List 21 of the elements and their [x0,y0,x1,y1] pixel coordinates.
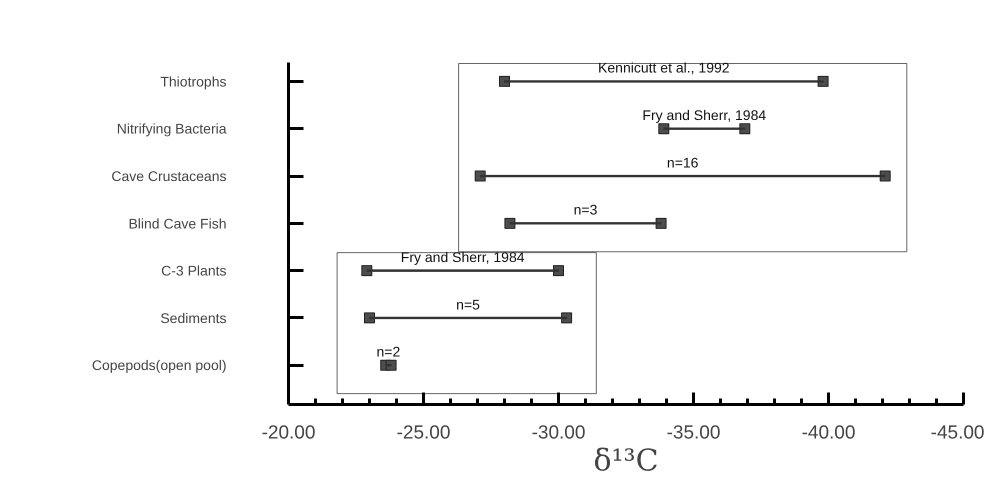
y-tick-label: Nitrifying Bacteria [116,120,227,137]
y-tick-label: Blind Cave Fish [128,215,227,232]
x-tick-label: -45.00 [930,422,984,444]
annotation: n=3 [574,202,598,218]
x-axis-title: δ¹³C [593,444,659,478]
y-tick-label: Cave Crustaceans [111,168,227,184]
x-tick-label: -40.00 [802,422,856,444]
annotation: n=16 [666,154,699,170]
y-tick-label: Thiotrophs [160,73,227,90]
x-tick-label: -20.00 [262,422,316,444]
y-tick-label: Copepods(open pool) [92,357,226,374]
annotation: n=2 [376,344,400,360]
x-tick-label: -35.00 [666,422,720,444]
x-tick-label: -30.00 [532,422,586,444]
y-tick-label: Sediments [160,310,227,326]
annotation: Fry and Sherr, 1984 [400,248,525,265]
annotation: Fry and Sherr, 1984 [642,107,766,124]
annotation: Kennicutt et al., 1992 [598,60,730,76]
annotation: n=5 [456,296,480,312]
x-tick-label: -25.00 [396,422,450,444]
y-tick-label: C-3 Plants [161,262,226,279]
